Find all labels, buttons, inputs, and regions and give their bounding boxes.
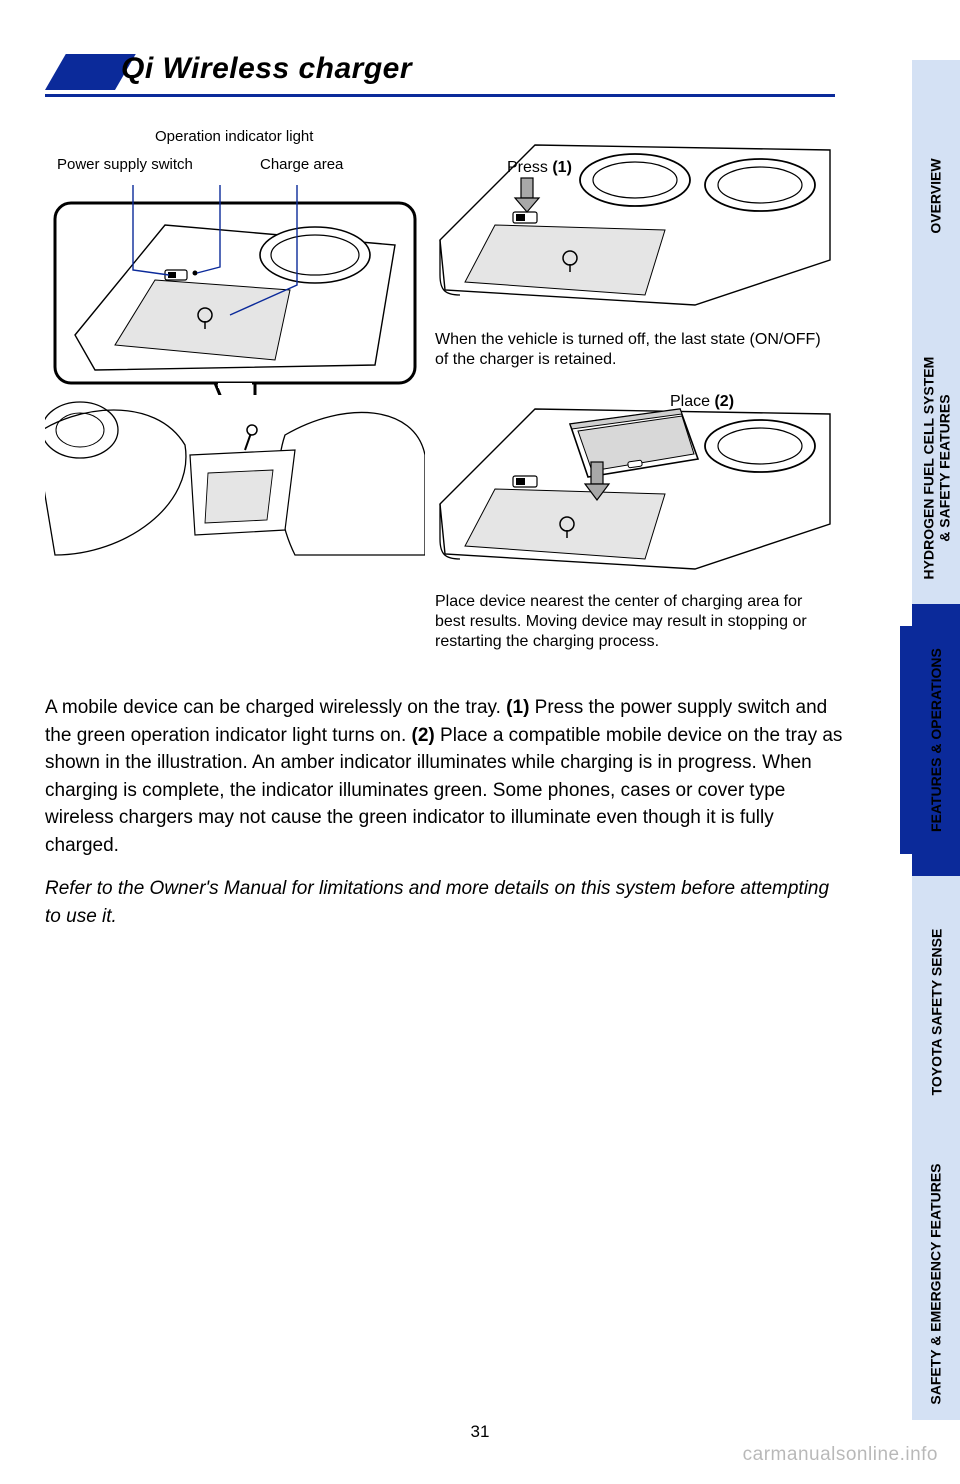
step2-label-prefix: Place: [670, 393, 714, 410]
tab-hydrogen-label-b: & SAFETY FEATURES: [936, 394, 952, 541]
tab-safety-emergency[interactable]: SAFETY & EMERGENCY FEATURES: [912, 1148, 960, 1420]
step2-label-num: (2): [714, 393, 734, 410]
body-p1: A mobile device can be charged wirelessl…: [45, 694, 845, 859]
overview-illustration: [45, 185, 425, 575]
page-number: 31: [0, 1422, 960, 1442]
svg-text:Press (1): Press (1): [507, 159, 572, 176]
step1-illustration: Press (1): [435, 130, 835, 320]
tab-active-highlight: [900, 626, 912, 854]
step1-label-num: (1): [552, 159, 572, 176]
body-p1-a: A mobile device can be charged wirelessl…: [45, 697, 506, 718]
label-operation-indicator: Operation indicator light: [155, 128, 313, 145]
page-title: Qi Wireless charger: [121, 52, 412, 86]
svg-text:Place (2): Place (2): [670, 393, 734, 410]
body-text: A mobile device can be charged wirelessl…: [45, 694, 845, 930]
body-p1-b1: (1): [506, 697, 529, 718]
figure-row: Operation indicator light Power supply s…: [45, 130, 845, 666]
tab-safety-sense[interactable]: TOYOTA SAFETY SENSE: [912, 876, 960, 1148]
title-block: Qi Wireless charger: [45, 60, 845, 110]
body-p2: Refer to the Owner's Manual for limitati…: [45, 875, 845, 930]
caption-placement: Place device nearest the center of charg…: [435, 592, 835, 652]
step1-label-prefix: Press: [507, 159, 552, 176]
tab-safety-sense-label: TOYOTA SAFETY SENSE: [928, 929, 944, 1096]
caption-retained: When the vehicle is turned off, the last…: [435, 330, 835, 370]
label-charge-area: Charge area: [260, 156, 343, 173]
step2-illustration: Place (2): [435, 384, 835, 584]
title-rule: [45, 94, 835, 97]
body-p1-b2: (2): [412, 725, 435, 746]
watermark: carmanualsonline.info: [743, 1444, 938, 1466]
tab-features-label: FEATURES & OPERATIONS: [928, 648, 944, 832]
tab-hydrogen[interactable]: HYDROGEN FUEL CELL SYSTEM & SAFETY FEATU…: [912, 332, 960, 604]
tab-features-operations[interactable]: FEATURES & OPERATIONS: [912, 604, 960, 876]
figure-left: Operation indicator light Power supply s…: [45, 130, 425, 666]
label-power-supply-switch: Power supply switch: [57, 156, 193, 173]
side-tabs: OVERVIEW HYDROGEN FUEL CELL SYSTEM & SAF…: [912, 60, 960, 1420]
tab-overview-label: OVERVIEW: [928, 158, 944, 233]
figure-right: Press (1) When the vehicle is turned off…: [435, 130, 835, 666]
tab-overview[interactable]: OVERVIEW: [912, 60, 960, 332]
tab-hydrogen-label-a: HYDROGEN FUEL CELL SYSTEM: [920, 357, 936, 580]
tab-safety-emergency-label: SAFETY & EMERGENCY FEATURES: [928, 1163, 944, 1404]
tab-hydrogen-label: HYDROGEN FUEL CELL SYSTEM & SAFETY FEATU…: [920, 357, 952, 580]
